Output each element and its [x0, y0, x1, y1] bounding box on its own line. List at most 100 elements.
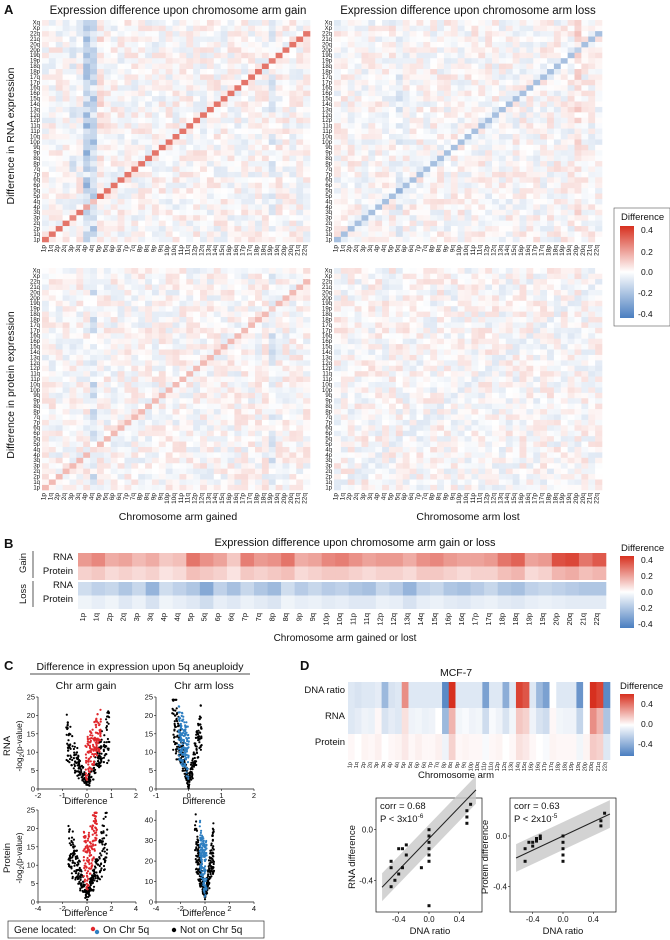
cell-1q-12q — [48, 112, 57, 118]
cell-10q-18q — [172, 311, 180, 318]
cell-4p-20q — [375, 41, 383, 48]
cell-2q-10q — [62, 381, 70, 388]
cell-20p-13q — [282, 106, 290, 113]
ytick-16q: 16q — [30, 334, 40, 340]
cell-11p-10p — [179, 139, 187, 145]
cell-1q-5q — [48, 187, 57, 194]
cell-9p-20p — [151, 295, 160, 301]
cell-16q-20q — [526, 41, 534, 48]
cell-7q-2q — [423, 220, 431, 227]
cell-4q-17p — [90, 327, 98, 334]
cell-19p-12q — [560, 112, 568, 118]
cell-11q-11p — [478, 128, 486, 134]
cell-14q-20p — [213, 295, 221, 301]
cell-20p-4p — [282, 452, 290, 458]
cell-21q-4q — [296, 198, 304, 205]
cell-19p-8p — [268, 160, 276, 167]
cell-17p-12q — [241, 360, 249, 366]
cell-12q-7p — [200, 171, 208, 178]
cell-15q-5q — [220, 435, 228, 442]
cell-3p-13q — [361, 106, 369, 113]
cell-10p-Xq — [165, 268, 173, 274]
cell-16p-9q — [227, 392, 235, 399]
cell-7q-20q — [131, 41, 139, 48]
cell-18q-17p — [553, 79, 562, 86]
cell-12p-19q — [193, 300, 201, 307]
cell-9q-6q — [158, 177, 166, 183]
cell-22q-10p — [303, 387, 311, 393]
cell-16q-9p — [234, 397, 242, 404]
cell-5q-7q — [103, 414, 112, 420]
cell-10q-20p — [464, 47, 472, 53]
cell-2q-Xq — [62, 268, 70, 274]
cell-4q-4q — [382, 198, 390, 205]
cell-3q-9p — [76, 397, 84, 404]
cell-1p-1q — [334, 231, 342, 237]
cell-18q-14q — [261, 349, 270, 355]
xtick-20q: 20q — [580, 245, 587, 256]
cell-3p-7p — [69, 171, 77, 178]
cell-8q-20p — [145, 295, 153, 301]
cell-11p-8q — [471, 155, 479, 162]
cell-8p-13q — [430, 106, 438, 113]
cell-19q-14q — [275, 101, 283, 107]
cell-8p-7p — [138, 171, 146, 178]
cell-6p-Xp — [110, 273, 118, 280]
cell-3p-18p — [69, 68, 77, 75]
cell-14q-22q — [505, 30, 513, 37]
cell-9q-19p — [450, 57, 458, 64]
cell-17p-2q — [241, 468, 249, 475]
xtick-3p: 3p — [360, 245, 367, 253]
cell-16q-13q — [234, 354, 242, 361]
cell-7p-1p — [124, 236, 132, 243]
cell-11q-17q — [478, 74, 486, 80]
cell-16p-Xq — [227, 268, 235, 274]
cell-22q-3p — [595, 214, 603, 221]
cell-11p-18q — [471, 63, 479, 70]
cell-1p-9q — [42, 392, 50, 399]
cell-22q-18q — [595, 63, 603, 70]
cell-20p-20p — [574, 47, 582, 53]
cell-16q-4q — [234, 198, 242, 205]
cell-17q-1p — [540, 236, 548, 243]
cell-7q-3p — [131, 462, 139, 469]
cell-17p-8q — [241, 155, 249, 162]
cell-20q-16p — [289, 338, 297, 345]
cell-6q-11q — [409, 122, 417, 129]
cell-16q-7q — [526, 166, 534, 172]
ytick-18p: 18p — [322, 69, 333, 75]
cell-16q-3p — [234, 462, 242, 469]
cell-5p-1p — [388, 236, 397, 243]
cell-16p-10p — [227, 387, 235, 393]
cell-9q-7q — [158, 414, 166, 420]
cell-12q-13q — [200, 354, 208, 361]
cell-2p-3p — [55, 462, 63, 469]
cell-2q-Xp — [62, 273, 70, 280]
cell-6p-2q — [110, 220, 118, 227]
cell-9p-20q — [151, 289, 160, 296]
cell-4q-13q — [382, 106, 390, 113]
cell-12q-12q — [200, 360, 208, 366]
cell-15q-19p — [512, 57, 520, 64]
cell-5p-3q — [388, 209, 397, 216]
cell-22q-2q — [303, 220, 311, 227]
cell-15q-19q — [220, 52, 228, 59]
cell-7q-7q — [131, 414, 139, 420]
cell-3q-19p — [76, 305, 84, 312]
cell-8q-11p — [145, 376, 153, 382]
cell-7q-13q — [131, 354, 139, 361]
cell-13q-5p — [206, 441, 215, 447]
cell-20q-15q — [289, 343, 297, 350]
cell-2q-17q — [354, 74, 362, 80]
cell-20q-1q — [289, 231, 297, 237]
cell-12q-18q — [200, 63, 208, 70]
cell-5q-5q — [103, 435, 112, 442]
cell-1p-11q — [42, 370, 50, 377]
cell-12p-6p — [193, 182, 201, 189]
cell-3p-3q — [69, 209, 77, 216]
cell-9p-21q — [443, 36, 452, 42]
cell-9q-9q — [450, 144, 458, 151]
cell-18p-5p — [255, 441, 263, 447]
cell-11q-20p — [478, 47, 486, 53]
cell-18p-5p — [255, 193, 263, 199]
